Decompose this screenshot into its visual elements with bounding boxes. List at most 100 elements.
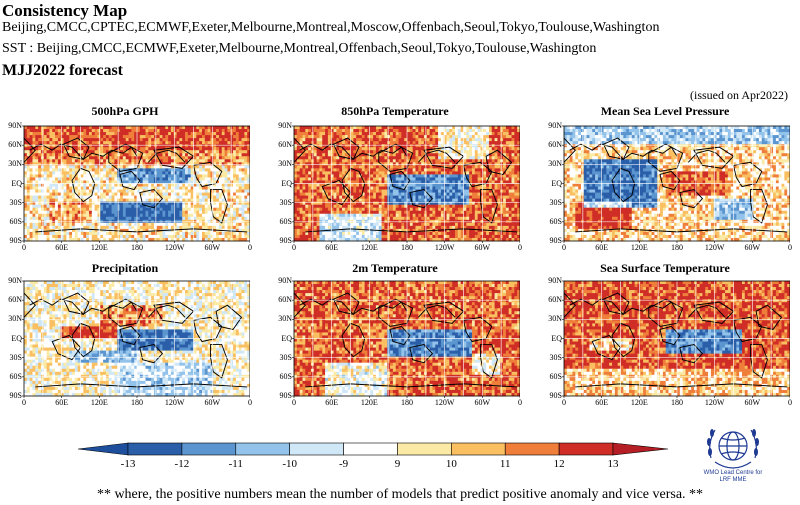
colorbar-label: -11 bbox=[228, 458, 243, 470]
colorbar-swatch bbox=[127, 442, 183, 456]
colorbar-swatch bbox=[235, 442, 290, 456]
colorbar-swatch bbox=[343, 442, 398, 456]
lon-tick-label: 0 bbox=[292, 398, 296, 407]
models-list: Beijing,CMCC,CPTEC,ECMWF,Exeter,Melbourn… bbox=[2, 20, 660, 35]
lon-tick-label: 0 bbox=[22, 243, 26, 252]
lon-tick-label: 60E bbox=[325, 243, 339, 252]
lat-tick-label: 60S bbox=[9, 216, 22, 226]
lon-tick-label: 120W bbox=[434, 243, 455, 252]
lon-tick-label: 0 bbox=[562, 243, 566, 252]
lon-tick-label: 60W bbox=[744, 243, 761, 252]
lon-tick-label: 0 bbox=[562, 398, 566, 407]
panel-title: 2m Temperature bbox=[352, 261, 438, 275]
lat-tick-label: 90N bbox=[8, 276, 22, 285]
lon-tick-label: 120E bbox=[90, 243, 108, 252]
lon-tick-label: 0 bbox=[292, 243, 296, 252]
lat-tick-label: 60N bbox=[548, 295, 562, 305]
colorbar-swatch bbox=[397, 442, 452, 456]
colorbar-swatch bbox=[451, 442, 506, 456]
lon-tick-label: 60W bbox=[474, 398, 491, 407]
lon-tick-label: 60E bbox=[595, 243, 609, 252]
lon-tick-label: 120W bbox=[434, 398, 455, 407]
map-panel: 500hPa GPH 90N 60N 30N EQ 30S 60S 90S 0 60E 120E 18… bbox=[0, 104, 252, 270]
lat-tick-label: 90N bbox=[278, 121, 292, 130]
panel-title: Precipitation bbox=[91, 261, 159, 275]
lat-tick-label: 90N bbox=[278, 276, 292, 285]
colorbar-label: -12 bbox=[174, 458, 190, 470]
lon-tick-label: 60E bbox=[55, 398, 69, 407]
lat-tick-label: 60N bbox=[278, 295, 292, 305]
lat-tick-label: 60N bbox=[278, 140, 292, 150]
lat-tick-label: 30N bbox=[8, 159, 22, 169]
lon-tick-label: 0 bbox=[248, 398, 252, 407]
panel-title: Sea Surface Temperature bbox=[600, 261, 730, 275]
lon-tick-label: 180 bbox=[671, 243, 683, 252]
colorbar-label: 12 bbox=[553, 458, 565, 470]
anomaly-map bbox=[292, 125, 520, 243]
lon-tick-label: 0 bbox=[22, 398, 26, 407]
lon-tick-label: 120E bbox=[360, 243, 378, 252]
lon-tick-label: 120W bbox=[164, 398, 185, 407]
lon-tick-label: 0 bbox=[518, 243, 522, 252]
lat-tick-label: 90N bbox=[548, 121, 562, 130]
lat-tick-label: 30S bbox=[279, 352, 292, 362]
colorbar-swatch bbox=[289, 442, 344, 456]
map-panel: Mean Sea Level Pressure 90N 60N 30N EQ 30S 60S… bbox=[540, 104, 792, 270]
map-title: Consistency Map bbox=[2, 1, 128, 20]
lon-tick-label: 60W bbox=[744, 398, 761, 407]
lon-tick-label: 120E bbox=[360, 398, 378, 407]
lat-tick-label: 60S bbox=[549, 371, 562, 381]
lat-tick-label: 60S bbox=[279, 216, 292, 226]
lat-tick-label: EQ bbox=[11, 178, 22, 188]
lat-tick-label: EQ bbox=[551, 178, 562, 188]
lon-tick-label: 60E bbox=[55, 243, 69, 252]
lon-tick-label: 180 bbox=[131, 398, 143, 407]
forecast-period: MJJ2022 forecast bbox=[2, 62, 123, 79]
lon-tick-label: 60W bbox=[204, 243, 221, 252]
colorbar-label: 10 bbox=[445, 458, 457, 470]
lat-tick-label: 30S bbox=[549, 197, 562, 207]
colorbar-swatch bbox=[181, 442, 237, 456]
lon-tick-label: 0 bbox=[788, 243, 792, 252]
lon-tick-label: 120W bbox=[164, 243, 185, 252]
panel-title: 850hPa Temperature bbox=[341, 104, 449, 118]
lon-tick-label: 180 bbox=[401, 243, 413, 252]
lon-tick-label: 60W bbox=[204, 398, 221, 407]
lat-tick-label: 30S bbox=[549, 352, 562, 362]
colorbar-tail-low bbox=[77, 442, 129, 456]
lat-tick-label: EQ bbox=[281, 333, 292, 343]
lat-tick-label: 30N bbox=[548, 314, 562, 324]
anomaly-map bbox=[562, 280, 790, 398]
coastlines bbox=[293, 292, 518, 388]
lat-tick-label: 90S bbox=[549, 236, 562, 245]
panel-title: Mean Sea Level Pressure bbox=[600, 104, 730, 118]
lat-tick-label: 60S bbox=[279, 371, 292, 381]
lat-tick-label: 60N bbox=[8, 295, 22, 305]
lat-tick-label: 90S bbox=[279, 391, 292, 400]
colorbar-label: -9 bbox=[338, 458, 349, 470]
lat-tick-label: 60S bbox=[549, 216, 562, 226]
lat-tick-label: EQ bbox=[281, 178, 292, 188]
map-panel: Sea Surface Temperature 90N 60N 30N EQ 30S 60S… bbox=[540, 261, 792, 425]
lon-tick-label: 180 bbox=[401, 398, 413, 407]
colorbar-swatch bbox=[504, 442, 560, 456]
issued-date: (issued on Apr2022) bbox=[690, 88, 788, 102]
wmo-emblem-icon bbox=[707, 429, 759, 469]
lat-tick-label: 30N bbox=[8, 314, 22, 324]
lon-tick-label: 180 bbox=[671, 398, 683, 407]
colorbar-label: -13 bbox=[120, 458, 136, 470]
lon-tick-label: 60W bbox=[474, 243, 491, 252]
lat-tick-label: 90S bbox=[9, 391, 22, 400]
lat-tick-label: 90N bbox=[8, 121, 22, 130]
lon-tick-label: 0 bbox=[788, 398, 792, 407]
lat-tick-label: 90S bbox=[9, 236, 22, 245]
colorbar-label: 13 bbox=[607, 458, 619, 470]
lat-tick-label: 60N bbox=[8, 140, 22, 150]
lat-tick-label: 30N bbox=[278, 159, 292, 169]
panel-title: 500hPa GPH bbox=[91, 104, 159, 118]
lon-tick-label: 60E bbox=[325, 398, 339, 407]
colorbar-label: 9 bbox=[394, 458, 401, 470]
colorbar-tail-high bbox=[612, 442, 669, 456]
lat-tick-label: 90S bbox=[279, 236, 292, 245]
lon-tick-label: 60E bbox=[595, 398, 609, 407]
